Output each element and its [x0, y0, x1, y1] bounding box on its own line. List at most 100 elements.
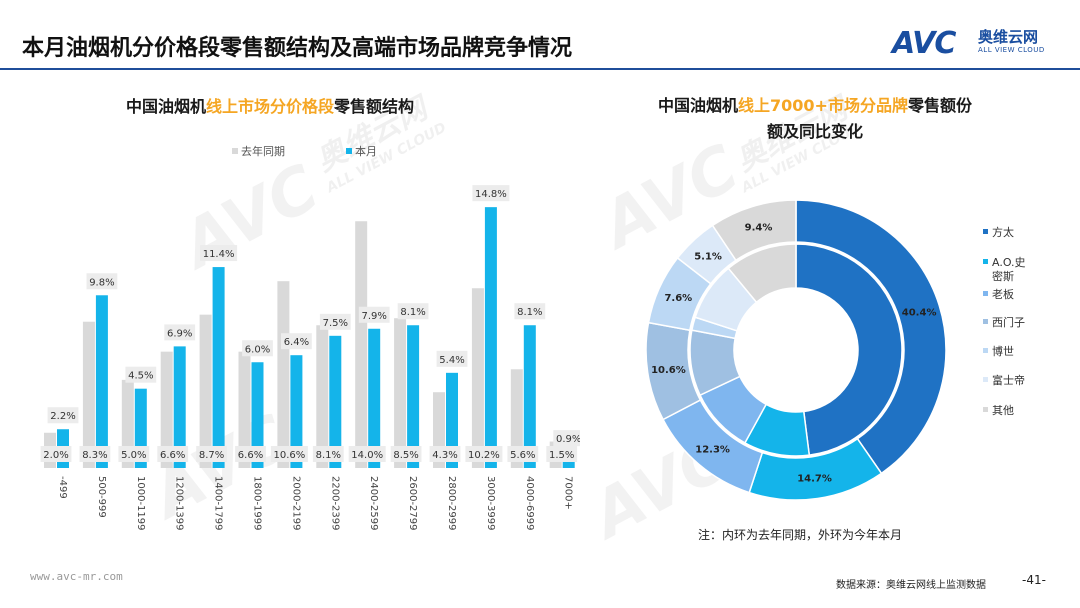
data-label-this-month-11: 14.8% [475, 189, 507, 200]
label-box-this-month-9 [397, 303, 429, 320]
bar-this-month-4 [212, 267, 225, 468]
data-label-last-year-1: 8.3% [82, 450, 107, 461]
label-box-this-month-2 [125, 366, 157, 383]
bar-this-month-7 [329, 335, 342, 468]
legend-swatch-3 [983, 319, 988, 324]
price-segment-bar-chart: 去年同期 本月 2.0% 2.2% -499 8.3% 9.8% 500-999 5.0% 4.5… [40, 144, 580, 531]
label-box-this-month-8 [358, 306, 390, 323]
label-box-this-month-10 [436, 350, 468, 367]
website-url: www.avc-mr.com [30, 570, 123, 583]
legend-swatch-last-year [232, 148, 238, 154]
donut-title-prefix: 中国油烟机 [658, 96, 739, 115]
label-box-this-month-1 [86, 273, 118, 290]
data-label-this-month-2: 4.5% [128, 371, 153, 382]
title-divider [0, 68, 1080, 70]
bar-last-year-5 [238, 351, 251, 468]
data-label-this-month-12: 8.1% [517, 307, 542, 318]
bar-last-year-12 [510, 369, 523, 468]
tick-label-6: 2000-2199 [290, 476, 301, 531]
outer-ring-label-5: 5.1% [694, 252, 722, 263]
label-box-this-month-11 [472, 185, 510, 202]
data-source: 数据来源：奥维云网线上监测数据 [836, 580, 986, 591]
legend-swatch-5 [983, 377, 988, 382]
bar-last-year-8 [355, 221, 368, 468]
bar-title-highlight: 线上市场分价格段 [205, 97, 334, 116]
data-label-this-month-1: 9.8% [89, 277, 114, 288]
label-box-last-year-2 [118, 446, 150, 462]
data-label-last-year-8: 14.0% [351, 450, 383, 461]
data-label-last-year-11: 10.2% [468, 450, 500, 461]
bar-this-month-1 [95, 295, 108, 468]
bar-last-year-7 [316, 325, 329, 468]
legend-label-last-year: 去年同期 [241, 144, 285, 158]
bar-title-suffix: 零售额结构 [334, 97, 415, 116]
data-label-last-year-5: 6.6% [238, 450, 263, 461]
legend-swatch-1 [983, 259, 988, 264]
data-label-this-month-6: 6.4% [284, 337, 309, 348]
bar-last-year-6 [277, 281, 290, 468]
data-label-this-month-4: 11.4% [203, 249, 235, 260]
data-label-this-month-9: 8.1% [400, 307, 425, 318]
label-box-this-month-0 [47, 407, 79, 424]
tick-label-2: 1000-1199 [135, 476, 146, 531]
label-box-last-year-3 [157, 446, 189, 462]
tick-label-9: 2600-2799 [407, 476, 418, 531]
tick-label-13: 7000+ [563, 476, 574, 510]
legend-label-this-month: 本月 [355, 144, 377, 158]
bar-this-month-11 [484, 207, 497, 468]
outer-ring-label-1: 14.7% [797, 474, 832, 485]
tick-label-8: 2400-2599 [368, 476, 379, 531]
data-label-last-year-4: 8.7% [199, 450, 224, 461]
label-box-last-year-4 [196, 446, 227, 462]
data-label-last-year-2: 5.0% [121, 450, 146, 461]
tick-label-12: 4000-6999 [524, 476, 535, 531]
outer-ring-label-3: 10.6% [651, 365, 686, 376]
label-box-last-year-10 [429, 446, 461, 462]
bar-last-year-2 [121, 379, 134, 468]
data-label-this-month-3: 6.9% [167, 328, 192, 339]
data-label-this-month-10: 5.4% [439, 355, 464, 366]
donut-title-highlight: 线上7000+市场分品牌 [738, 96, 908, 115]
bar-this-month-9 [407, 325, 420, 468]
donut-title-suffix: 零售额份 [907, 96, 972, 115]
outer-ring-label-4: 7.6% [664, 293, 692, 304]
inner-ring-slice-0 [795, 243, 903, 457]
label-box-this-month-12 [514, 303, 546, 320]
tick-label-7: 2200-2399 [329, 476, 340, 531]
data-label-last-year-3: 6.6% [160, 450, 185, 461]
legend-swatch-this-month [346, 148, 352, 154]
label-box-this-month-13 [553, 430, 580, 447]
label-box-this-month-3 [164, 324, 196, 341]
outer-ring-label-2: 12.3% [695, 444, 730, 455]
bar-this-month-10 [446, 372, 458, 468]
bar-last-year-3 [160, 351, 173, 468]
donut-chart-title: 中国油烟机线上7000+市场分品牌零售额份 额及同比变化 [600, 93, 1030, 145]
label-box-last-year-0 [40, 446, 72, 462]
bar-legend: 去年同期 本月 [232, 144, 377, 158]
bar-this-month-8 [368, 328, 381, 468]
bar-last-year-9 [394, 318, 407, 468]
bar-this-month-3 [173, 346, 186, 468]
legend-label-1-line1: A.O.史 [992, 256, 1026, 269]
bar-this-month-5 [251, 362, 264, 468]
tick-label-10: 2800-2999 [446, 476, 457, 531]
bar-this-month-12 [523, 325, 536, 468]
bar-chart-title: 中国油烟机线上市场分价格段零售额结构 [60, 93, 480, 117]
legend-swatch-4 [983, 348, 988, 353]
data-label-this-month-13: 0.9% [556, 434, 580, 445]
avc-logo: AVC 奥维云网 ALL VIEW CLOUD [892, 24, 1062, 64]
legend-swatch-6 [983, 407, 988, 412]
outer-ring-slice-0 [795, 199, 947, 475]
bar-last-year-11 [471, 288, 484, 468]
label-box-last-year-9 [390, 446, 422, 462]
legend-label-6: 其他 [992, 404, 1014, 417]
legend-label-1-line2: 密斯 [992, 269, 1014, 283]
legend-label-5: 富士帝 [992, 373, 1025, 387]
bar-last-year-1 [82, 321, 95, 468]
inner-ring-slice-6 [727, 243, 797, 304]
ring-note: 注：内环为去年同期，外环为今年本月 [698, 528, 903, 542]
donut-title-line2: 额及同比变化 [766, 122, 863, 141]
data-label-last-year-10: 4.3% [432, 450, 457, 461]
label-box-last-year-5 [235, 446, 266, 462]
